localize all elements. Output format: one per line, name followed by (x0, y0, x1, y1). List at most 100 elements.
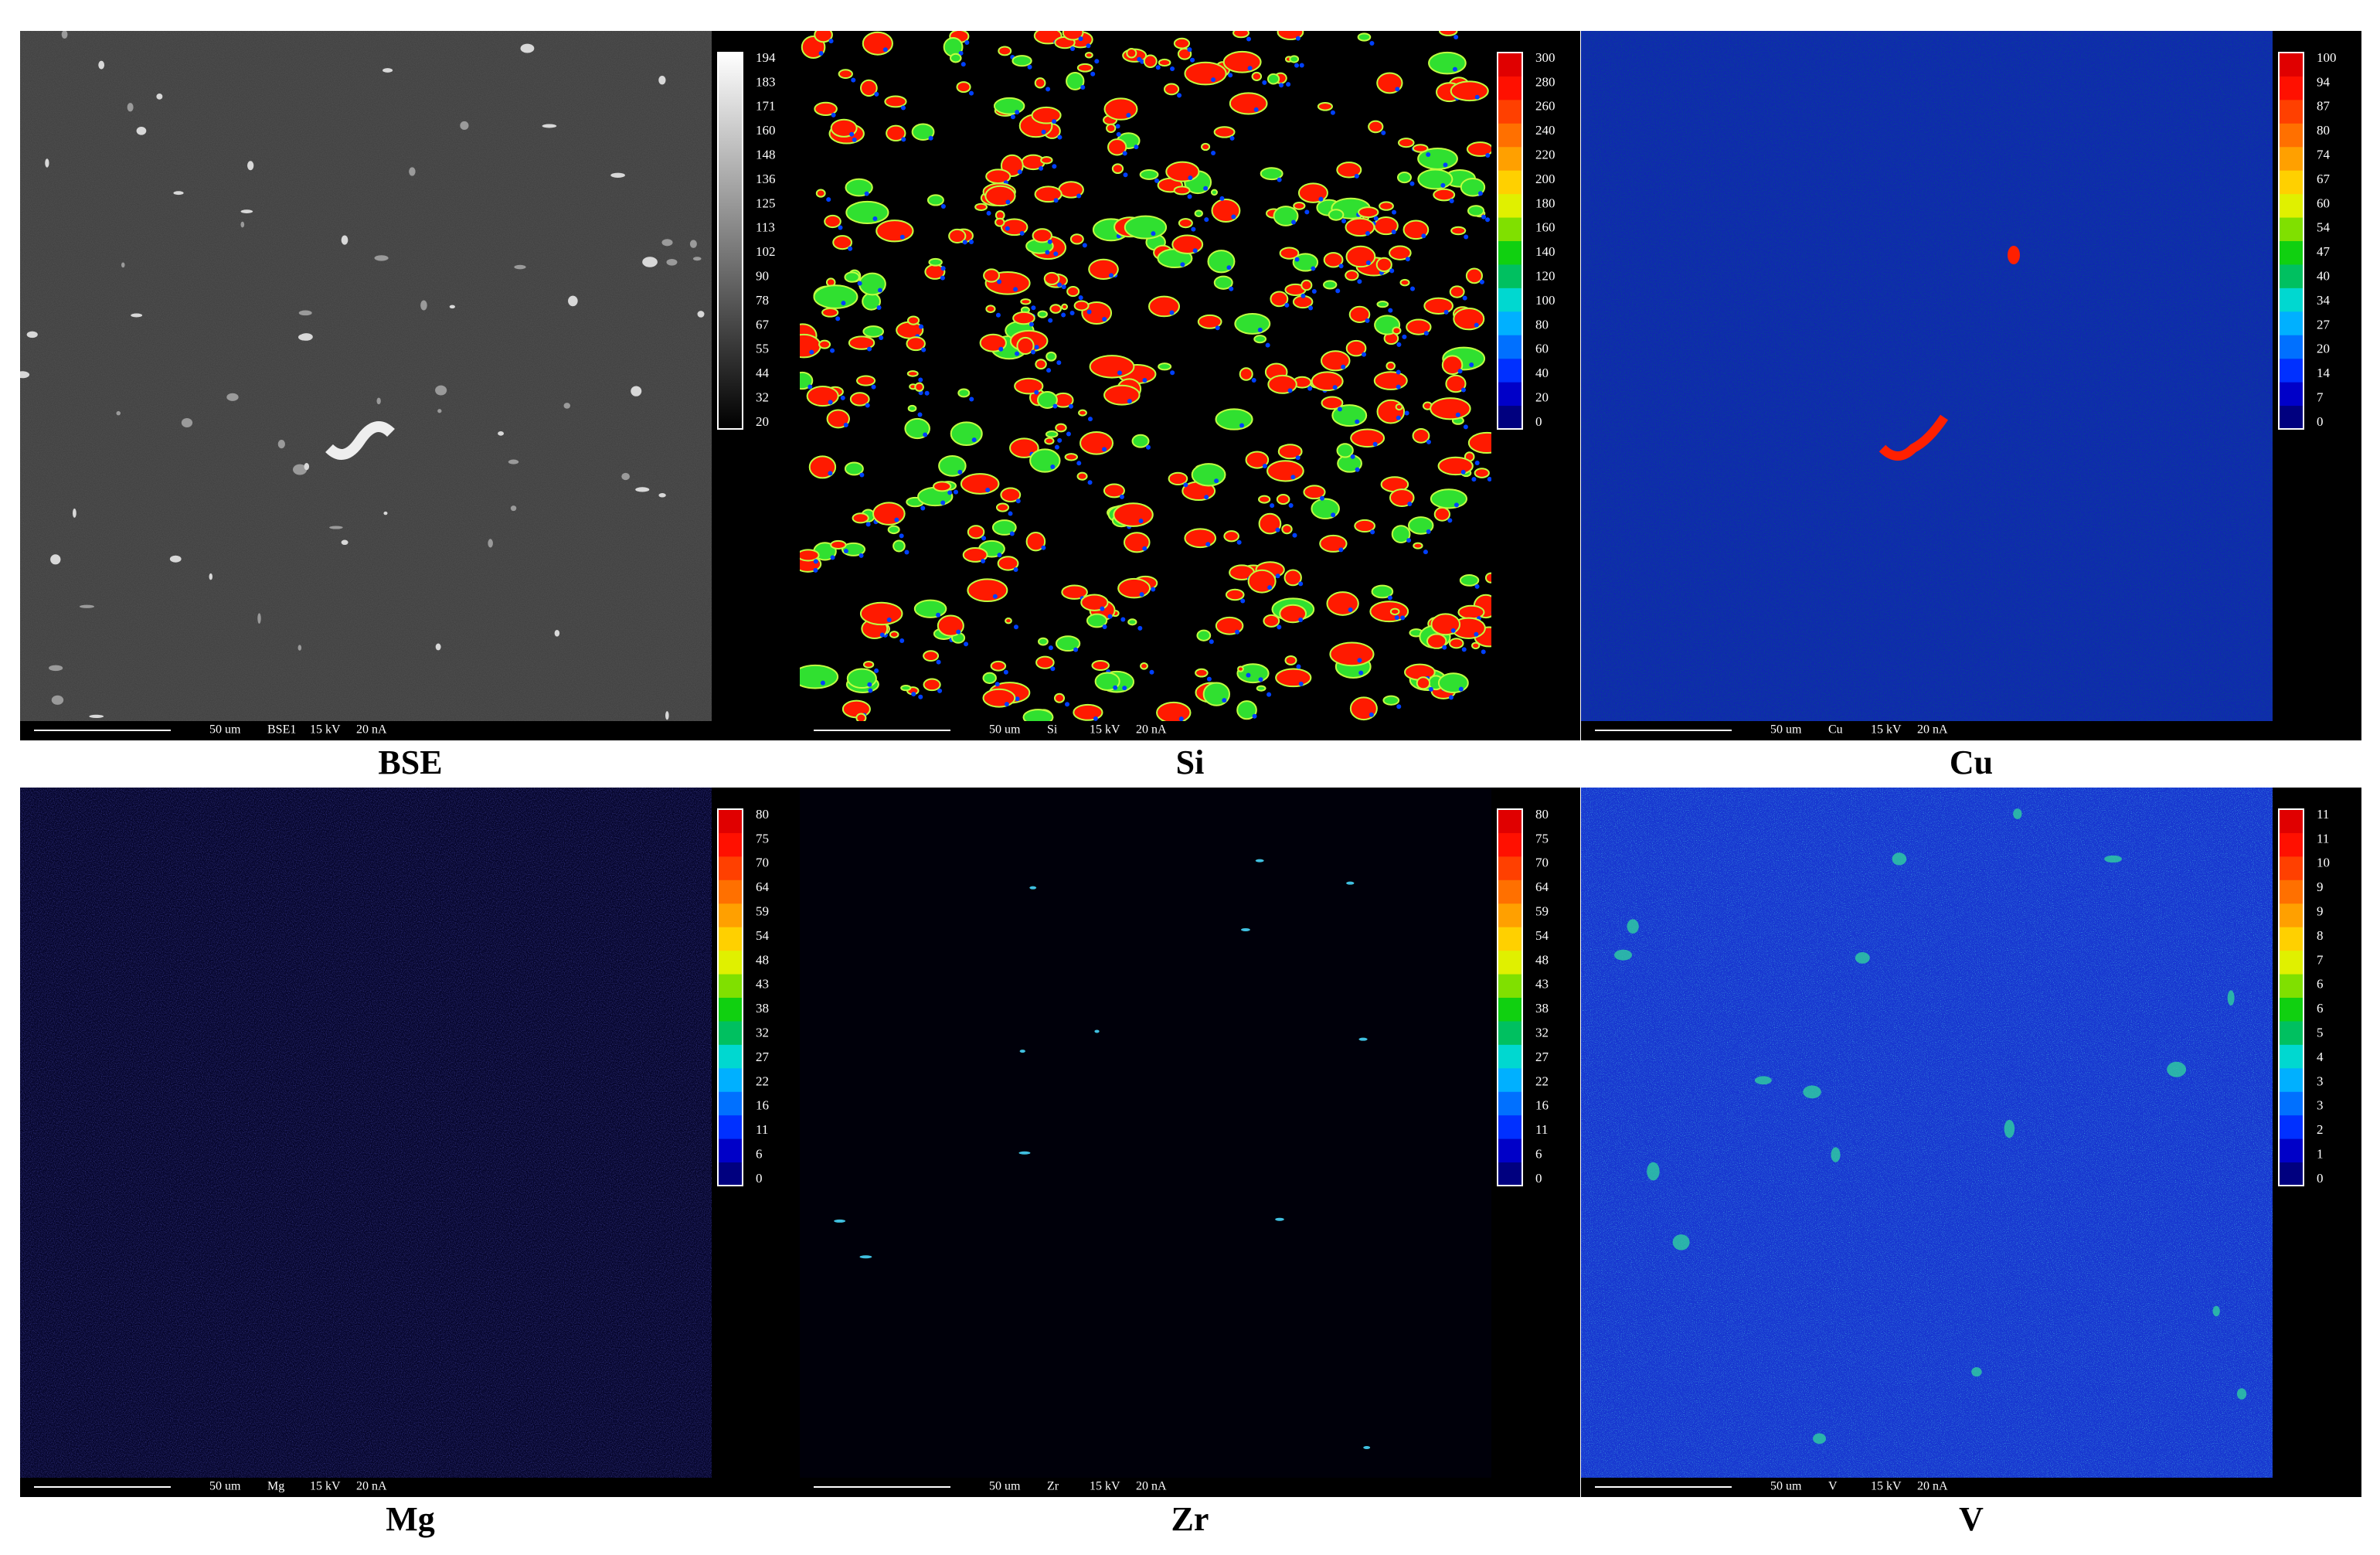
particle (949, 53, 962, 63)
halo (1069, 310, 1075, 315)
halo (1320, 495, 1325, 501)
colorbar-tick-label: 160 (1535, 220, 1556, 235)
halo (928, 135, 933, 141)
halo (828, 400, 833, 405)
halo (1053, 251, 1059, 257)
halo (917, 412, 923, 417)
halo (808, 384, 813, 390)
halo (843, 548, 848, 553)
particle (1239, 367, 1253, 381)
halo (1491, 610, 1496, 614)
signal-label: Zr (1047, 1480, 1059, 1493)
colorbar-step (2279, 1044, 2304, 1069)
halo (899, 234, 905, 240)
halo (1052, 119, 1057, 124)
particle (127, 103, 134, 112)
particle (830, 539, 847, 550)
halo (1369, 40, 1375, 46)
particle (1292, 253, 1319, 272)
particle (1251, 71, 1263, 81)
halo (986, 210, 991, 216)
particle (20, 371, 30, 379)
particle (1437, 456, 1474, 476)
halo (1335, 288, 1341, 294)
particle (859, 601, 903, 626)
halo (1209, 639, 1214, 645)
particle (1433, 188, 1456, 202)
halo (874, 91, 879, 97)
panel: 80 75 70 64 59 54 48 43 38 32 27 22 16 11 6 0 50 um Zr 15 … (800, 788, 1580, 1538)
halo (1300, 293, 1306, 298)
particle (991, 519, 1017, 536)
halo (1127, 399, 1132, 404)
halo (1015, 498, 1021, 504)
halo (1013, 567, 1018, 572)
particle (1107, 138, 1127, 156)
particle (950, 421, 983, 446)
halo (901, 137, 906, 142)
particle (926, 194, 944, 206)
colorbar-step (2279, 1162, 2304, 1186)
halo (1019, 230, 1025, 236)
particle (1426, 633, 1447, 649)
panel-caption: Cu (1950, 743, 1993, 781)
particle (928, 257, 943, 267)
particle (900, 684, 912, 692)
colorbar-step (1498, 264, 1522, 288)
particle (838, 69, 853, 80)
particle (2227, 990, 2235, 1005)
particle (1043, 271, 1060, 285)
particle (1094, 672, 1120, 691)
halo (1188, 175, 1193, 181)
halo (1087, 480, 1093, 485)
particle (967, 525, 985, 539)
particle (2004, 1119, 2015, 1138)
halo (995, 312, 1001, 318)
particle (1336, 162, 1362, 179)
halo (1240, 598, 1246, 604)
halo (1469, 362, 1474, 367)
particle (998, 46, 1012, 56)
halo (1481, 214, 1487, 219)
halo (1126, 113, 1131, 118)
particle (862, 31, 893, 56)
particle (884, 95, 907, 108)
halo (1290, 475, 1296, 480)
particle (1413, 542, 1423, 550)
particle (1363, 1446, 1371, 1450)
particle (1323, 252, 1344, 268)
colorbar-step (2279, 53, 2304, 77)
halo (1457, 369, 1463, 374)
particle (1195, 668, 1209, 678)
halo (1275, 527, 1280, 533)
particle (1040, 156, 1053, 165)
halo (1394, 615, 1399, 621)
particle (1066, 286, 1080, 298)
halo (1449, 199, 1454, 204)
halo (841, 301, 846, 306)
colorbar-tick-label: 14 (2317, 366, 2331, 380)
halo (1034, 345, 1039, 350)
voltage-label: 15 kV (1871, 723, 1902, 737)
signal-label: BSE1 (267, 723, 296, 737)
halo (1270, 503, 1275, 509)
particle (341, 539, 348, 546)
particle (1672, 1234, 1690, 1250)
colorbar-step (1498, 382, 1522, 407)
particle (844, 271, 860, 283)
particle (1247, 569, 1277, 594)
particle (1178, 218, 1193, 229)
colorbar-step (2279, 311, 2304, 335)
halo (1258, 677, 1263, 682)
halo (1076, 461, 1082, 466)
halo (1389, 268, 1395, 274)
halo (1013, 287, 1018, 292)
particle (1399, 278, 1410, 287)
particle (173, 191, 184, 196)
particle (1173, 37, 1191, 49)
particle (979, 333, 1007, 352)
colorbar-tick-label: 44 (756, 366, 770, 380)
colorbar-step (1498, 974, 1522, 998)
particle (1412, 144, 1429, 153)
halo (843, 422, 848, 427)
